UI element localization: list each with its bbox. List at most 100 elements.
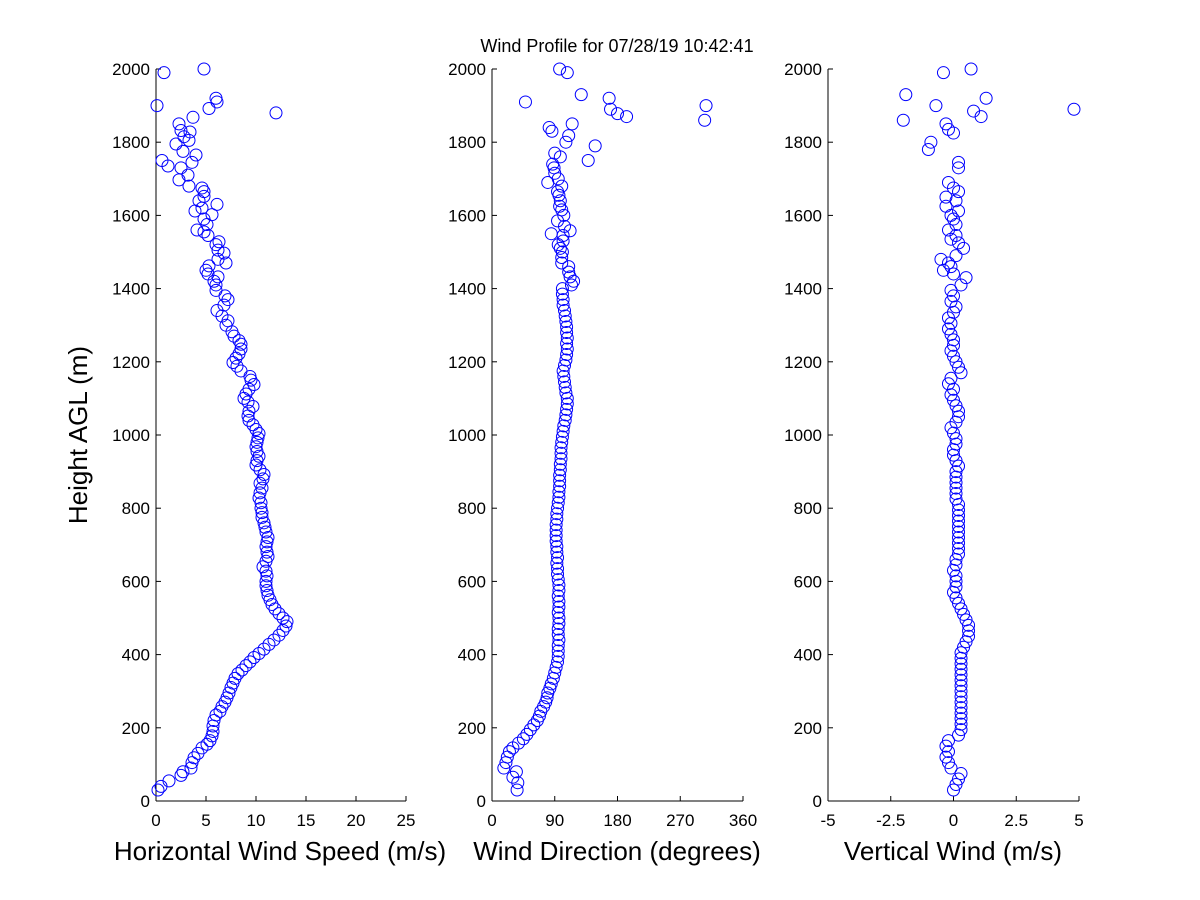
data-point [944, 283, 958, 297]
data-point [954, 695, 968, 709]
y-tick-label: 1200 [448, 353, 486, 372]
data-point [195, 181, 209, 195]
y-tick-label: 1600 [448, 206, 486, 225]
data-point [551, 627, 565, 641]
data-point [899, 88, 913, 102]
data-point [155, 154, 169, 167]
data-point [546, 157, 560, 171]
data-point [510, 783, 524, 797]
data-point [280, 615, 294, 629]
data-point [949, 580, 963, 594]
data-point [197, 62, 211, 76]
data-point [560, 337, 574, 350]
data-point [209, 283, 223, 297]
panel-horizontal-wind-speed: 0 200 400 600 800 1000 1200 1400 1600 1800 2000 0 5 1… [63, 60, 446, 866]
y-tick-label: 2000 [112, 60, 150, 79]
data-point [552, 600, 566, 614]
data-point [261, 550, 275, 564]
data-point [558, 309, 572, 323]
data-point [949, 591, 963, 605]
data-point [558, 304, 572, 318]
data-point [187, 751, 201, 765]
data-point [555, 250, 569, 264]
data-point [555, 256, 569, 270]
data-point [954, 684, 968, 698]
data-point [185, 155, 199, 169]
data-point [197, 212, 211, 226]
y-tick-label: 0 [141, 792, 150, 811]
y-tick-label: 2000 [448, 60, 486, 79]
data-point [201, 229, 215, 243]
data-point [559, 353, 573, 367]
data-point [544, 227, 558, 241]
data-point [551, 606, 565, 620]
data-point [559, 408, 573, 422]
data-point [949, 481, 963, 495]
data-point [560, 320, 574, 334]
x-tick-label: 2.5 [1004, 811, 1028, 830]
y-tick-label: 600 [458, 572, 486, 591]
data-point [242, 404, 256, 418]
data-point [954, 668, 968, 682]
data-point [964, 62, 978, 76]
data-point [231, 667, 245, 681]
data-point [151, 783, 165, 797]
data-point [952, 520, 966, 533]
data-point [255, 510, 269, 524]
data-point [174, 161, 188, 175]
data-point [553, 62, 567, 76]
data-point [954, 366, 968, 380]
data-point [949, 399, 963, 413]
data-point [186, 110, 200, 124]
data-point [246, 399, 260, 413]
data-point [261, 588, 275, 602]
data-point [941, 745, 955, 759]
data-point [954, 679, 968, 693]
data-point [939, 199, 953, 213]
data-point [556, 298, 570, 312]
data-point [557, 208, 571, 222]
data-point [944, 260, 958, 274]
data-point [949, 487, 963, 501]
data-point [551, 589, 565, 603]
data-point [247, 377, 261, 391]
data-point [197, 225, 211, 239]
data-point [523, 723, 537, 737]
y-tick-label: 800 [458, 499, 486, 518]
x-tick-label: 90 [545, 811, 564, 830]
data-point [247, 651, 261, 665]
data-point [239, 659, 253, 673]
data-point [183, 125, 197, 139]
data-point [176, 765, 190, 779]
data-point [257, 516, 271, 530]
data-point [957, 607, 971, 621]
data-point [954, 662, 968, 676]
data-point [241, 395, 255, 409]
data-point [253, 463, 267, 477]
data-point [549, 529, 563, 543]
data-point [952, 530, 966, 544]
data-point [1067, 102, 1081, 116]
data-point [201, 267, 215, 281]
data-point [516, 732, 530, 746]
y-tick-label: 800 [794, 499, 822, 518]
data-point [944, 294, 958, 308]
x-tick-label: 0 [487, 811, 496, 830]
data-point [979, 91, 993, 105]
data-point [550, 507, 564, 521]
data-point [952, 236, 966, 250]
data-point [211, 270, 225, 284]
data-point [604, 102, 618, 116]
data-point [962, 629, 976, 643]
data-point [251, 431, 265, 445]
x-tick-label: 5 [201, 811, 210, 830]
data-point [559, 315, 573, 329]
data-point [560, 397, 574, 411]
data-point [558, 358, 572, 372]
data-point [954, 690, 968, 704]
data-point [954, 723, 968, 737]
x-tick-label: 15 [297, 811, 316, 830]
data-point [267, 633, 281, 647]
data-point [209, 91, 223, 105]
